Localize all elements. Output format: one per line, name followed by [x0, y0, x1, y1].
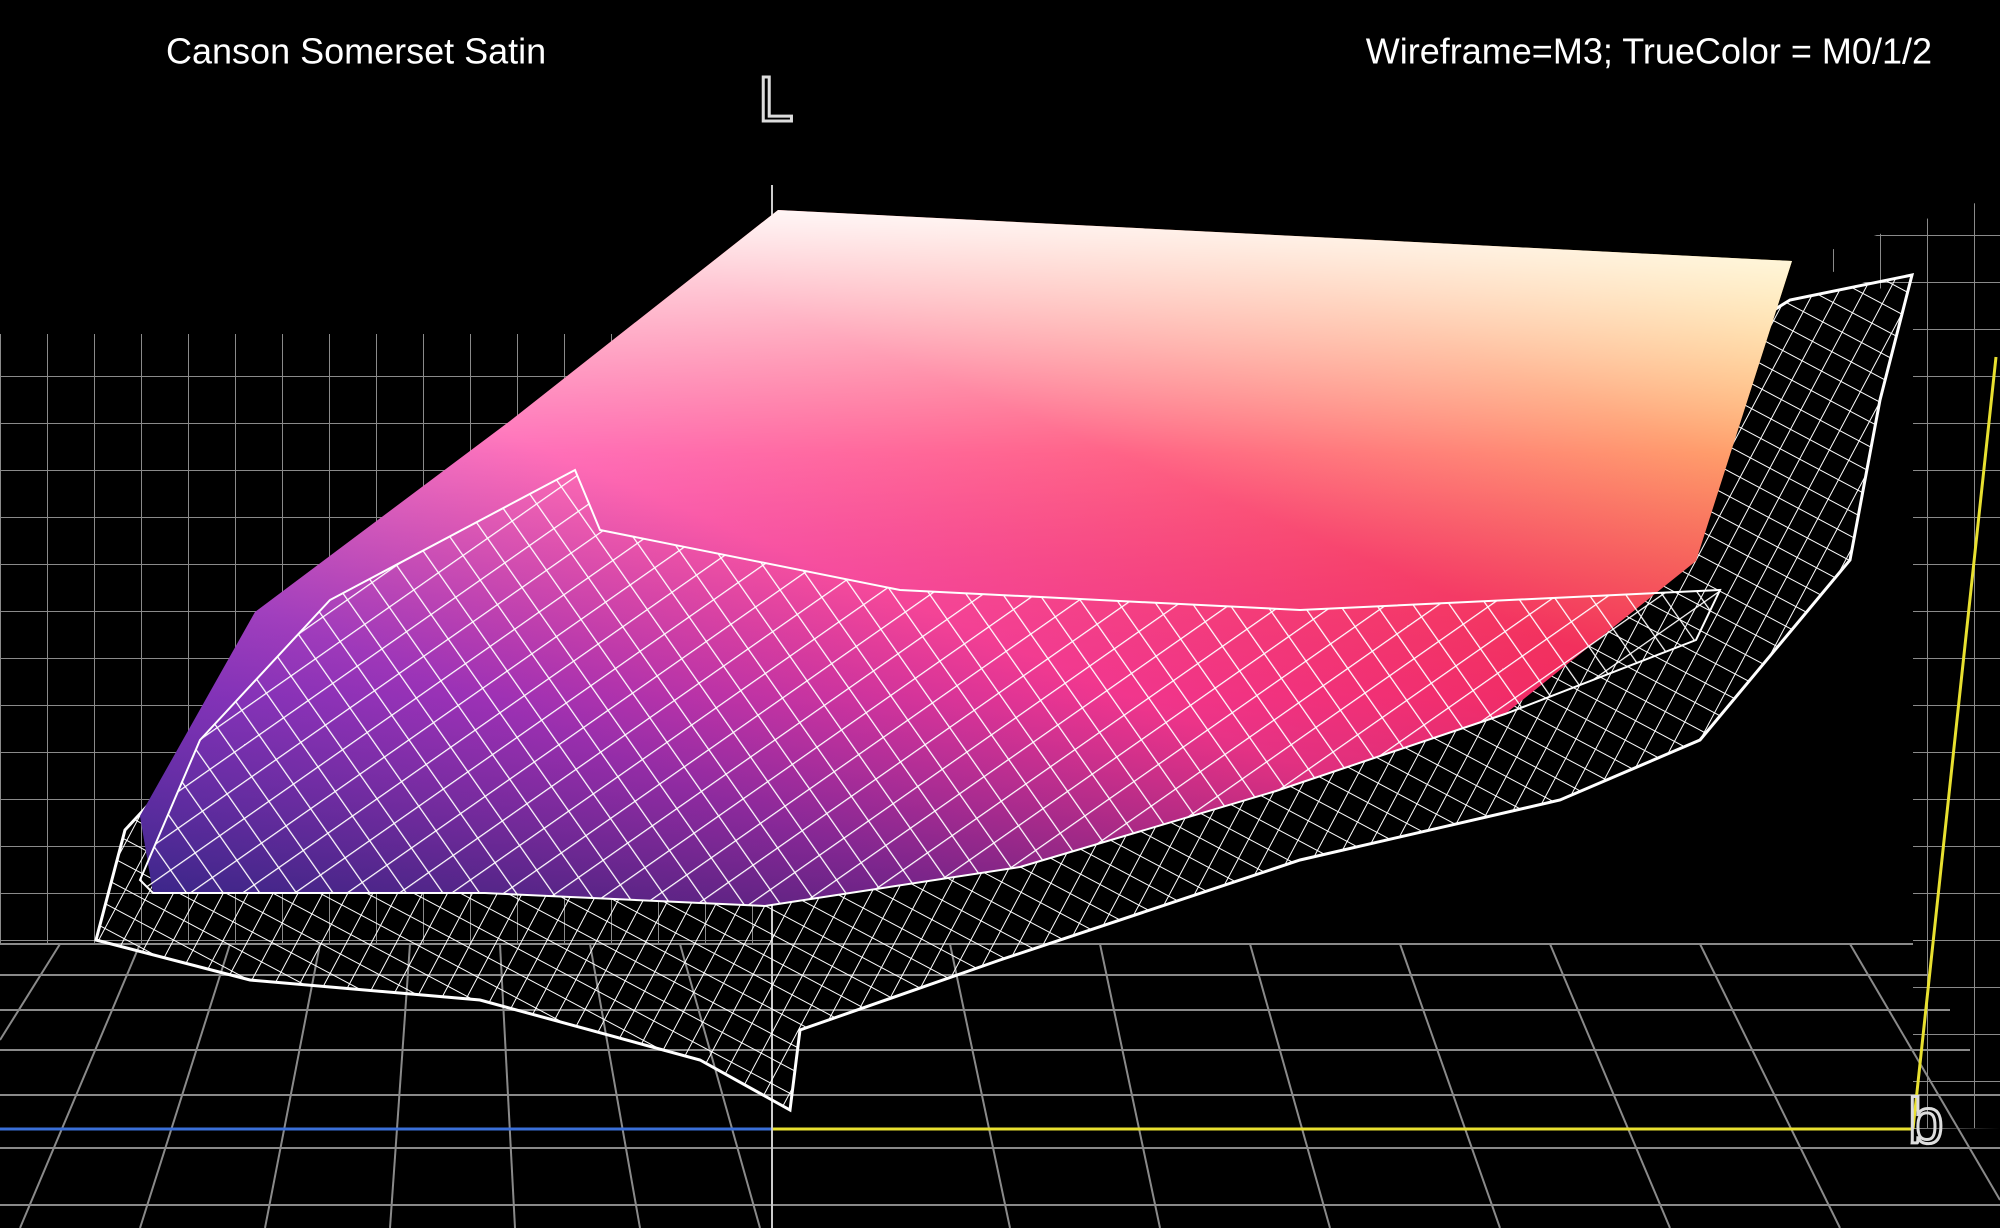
b-axis-side	[1911, 356, 1998, 1130]
wireframe-funnel	[138, 468, 1722, 908]
title: Canson Somerset Satin	[166, 31, 546, 72]
note: Wireframe=M3; TrueColor = M0/1/2	[1366, 31, 1932, 72]
l-axis-label: L	[758, 63, 794, 135]
side-wall-grid	[1800, 195, 2000, 1129]
floor-grid	[0, 943, 2000, 1228]
b-axis-label: b	[1908, 1085, 1944, 1157]
